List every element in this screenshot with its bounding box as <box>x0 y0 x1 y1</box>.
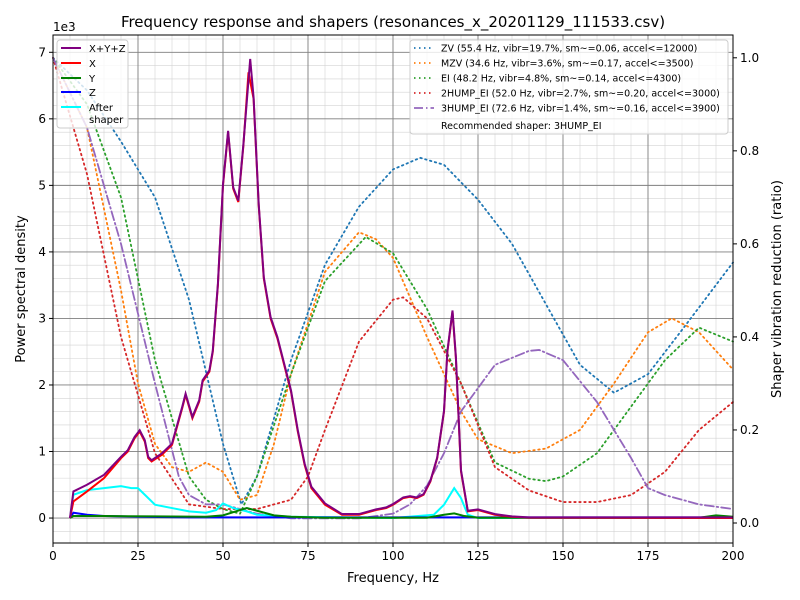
legend-label: MZV (34.6 Hz, vibr=3.6%, sm~=0.17, accel… <box>441 59 693 70</box>
x-tick-label: 0 <box>49 549 57 563</box>
legend-shapers: ZV (55.4 Hz, vibr=19.7%, sm~=0.06, accel… <box>409 39 729 135</box>
series-layer <box>52 56 734 520</box>
y-right-tick-label: 0.2 <box>740 423 759 437</box>
y-tick-label: 7 <box>38 45 46 59</box>
legend-label: Y <box>88 74 96 85</box>
legend-label: X <box>89 59 96 70</box>
legend-label: X+Y+Z <box>89 44 126 55</box>
legend-label: Z <box>89 88 96 99</box>
x-axis-label: Frequency, Hz <box>347 571 439 586</box>
chart-title: Frequency response and shapers (resonanc… <box>121 13 665 32</box>
shaper-line <box>52 56 734 515</box>
y-axis-right-label: Shaper vibration reduction (ratio) <box>770 180 785 398</box>
y-right-tick-label: 0.0 <box>740 516 759 530</box>
y-tick-label: 5 <box>38 178 46 192</box>
y-axis-label: Power spectral density <box>14 215 29 363</box>
x-tick-label: 25 <box>130 549 145 563</box>
shaper-line <box>52 56 734 520</box>
shaper-line <box>52 56 734 501</box>
y-tick-label: 0 <box>38 511 46 525</box>
x-tick-label: 75 <box>300 549 315 563</box>
legend-label: 3HUMP_EI (72.6 Hz, vibr=1.4%, sm~=0.16, … <box>441 104 720 115</box>
y-tick-label: 2 <box>38 378 46 392</box>
legend-label: After shaper <box>89 103 124 126</box>
y-right-tick-label: 1.0 <box>740 51 759 65</box>
psd-line <box>69 485 733 520</box>
legend-label: 2HUMP_EI (52.0 Hz, vibr=2.7%, sm~=0.20, … <box>441 89 720 100</box>
y-right-tick-label: 0.4 <box>740 330 759 344</box>
x-tick-label: 125 <box>467 549 490 563</box>
ticks: 0 25 50 75 100 125 150 175 200 0 1 2 3 4 5 6 7 0.0 0.2 0.4 0… <box>38 45 759 563</box>
y-offset-label: 1e3 <box>53 20 76 34</box>
y-right-tick-label: 0.8 <box>740 144 759 158</box>
legend-box <box>409 39 729 135</box>
x-tick-label: 100 <box>382 549 405 563</box>
legend-psd: X+Y+Z XYZ After shaper <box>56 39 129 129</box>
legend-label: ZV (55.4 Hz, vibr=19.7%, sm~=0.06, accel… <box>441 44 697 55</box>
y-right-tick-label: 0.6 <box>740 237 759 251</box>
x-tick-label: 175 <box>637 549 660 563</box>
x-tick-label: 50 <box>215 549 230 563</box>
legend-label: EI (48.2 Hz, vibr=4.8%, sm~=0.14, accel<… <box>441 74 681 85</box>
shaper-line <box>52 56 734 507</box>
y-tick-label: 6 <box>38 112 46 126</box>
y-tick-label: 1 <box>38 445 46 459</box>
psd-line <box>69 58 733 519</box>
shaper-line <box>52 56 734 510</box>
y-tick-label: 4 <box>38 245 46 259</box>
y-tick-label: 3 <box>38 311 46 325</box>
legend-recommended: Recommended shaper: 3HUMP_EI <box>441 121 602 132</box>
x-tick-label: 200 <box>722 549 745 563</box>
x-tick-label: 150 <box>552 549 575 563</box>
psd-line <box>69 507 734 519</box>
